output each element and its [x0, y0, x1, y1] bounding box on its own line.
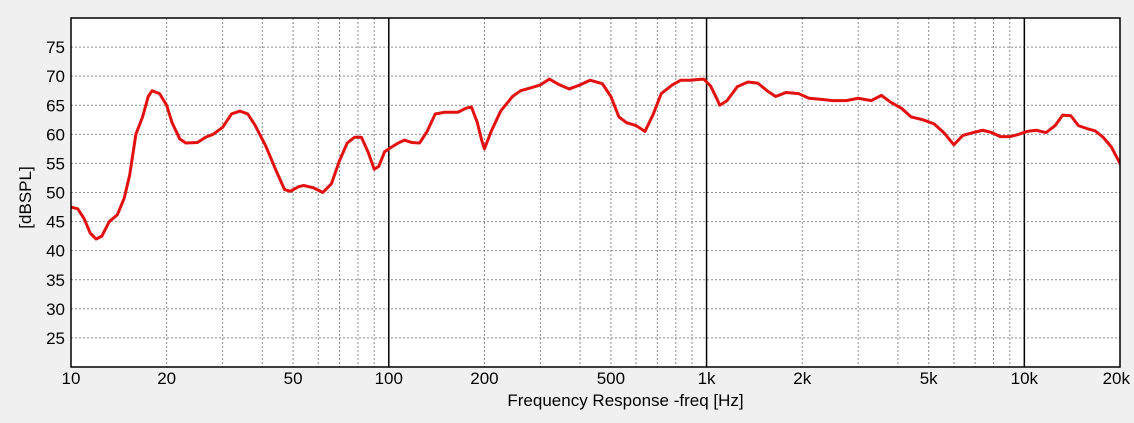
- series-line: [71, 77, 1120, 241]
- series-layer: [71, 77, 1120, 241]
- x-tick-label: 10k: [1011, 369, 1039, 388]
- x-tick-labels: 10 100 1k 10k 20 50 200 500 2k 5k 20k: [62, 369, 1131, 388]
- x-tick-label: 200: [470, 369, 498, 388]
- x-tick-label: 10: [62, 369, 81, 388]
- y-tick-label: 60: [46, 125, 65, 144]
- y-tick-labels: 25 30 35 40 45 50 55 60 65 70 75: [46, 38, 65, 348]
- x-tick-label: 5k: [920, 369, 938, 388]
- x-tick-label: 20: [157, 369, 176, 388]
- x-tick-label: 500: [597, 369, 625, 388]
- x-tick-label: 1k: [698, 369, 716, 388]
- y-tick-label: 40: [46, 242, 65, 261]
- y-axis-title: [dBSPL]: [16, 166, 35, 228]
- y-tick-label: 50: [46, 184, 65, 203]
- x-tick-label: 2k: [793, 369, 811, 388]
- grid-lines: [71, 18, 1120, 367]
- y-tick-label: 45: [46, 213, 65, 232]
- plot-frame: [70, 17, 1121, 368]
- y-tick-label: 25: [46, 329, 65, 348]
- x-axis-title: Frequency Response -freq [Hz]: [507, 391, 743, 410]
- x-tick-label: 20k: [1103, 369, 1131, 388]
- x-tick-label: 50: [284, 369, 303, 388]
- y-tick-label: 65: [46, 96, 65, 115]
- y-tick-label: 70: [46, 67, 65, 86]
- y-tick-label: 30: [46, 300, 65, 319]
- y-tick-label: 75: [46, 38, 65, 57]
- y-tick-label: 55: [46, 154, 65, 173]
- x-tick-label: 100: [375, 369, 403, 388]
- y-tick-label: 35: [46, 271, 65, 290]
